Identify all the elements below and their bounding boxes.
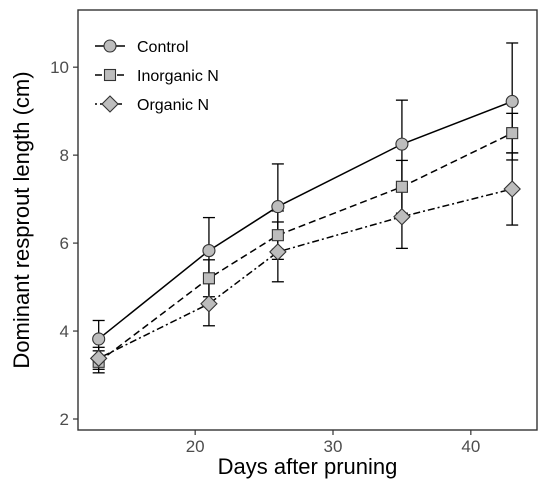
point-control [202,244,216,258]
legend: Control Inorganic N Organic N [95,39,219,114]
point-inorganic-n [202,272,215,285]
legend-marker-inorganic-n [103,68,117,82]
point-control [505,94,519,109]
error-bars [92,42,519,374]
point-organic-n [89,349,108,368]
legend-entry-inorganic-n: Inorganic N [95,68,219,85]
point-control [271,200,285,214]
y-axis-title: Dominant resprout length (cm) [9,71,34,368]
series-line-organic-n [98,188,513,359]
series-lines [98,100,513,363]
axis-ticks: 2 4 6 8 10 20 30 40 [50,58,480,456]
series-line-control [98,100,513,340]
legend-symbol-circle [103,39,117,53]
y-tick-label: 8 [60,146,69,165]
y-tick-label: 6 [60,234,69,253]
legend-entry-organic-n: Organic N [95,95,209,114]
point-control [395,137,409,151]
point-organic-n [200,295,218,313]
legend-entry-control: Control [95,39,189,56]
legend-marker-control [103,39,117,53]
series-line-inorganic-n [98,132,513,363]
point-control [92,332,106,346]
x-axis-title: Days after pruning [218,454,398,479]
y-tick-label: 2 [60,410,69,429]
x-tick-label: 40 [461,437,480,456]
legend-label-organic-n: Organic N [137,97,209,114]
series-markers [89,94,521,368]
legend-label-control: Control [137,39,189,56]
plot-panel-border [77,9,538,431]
x-tick-label: 20 [186,437,205,456]
legend-symbol-square [103,68,117,82]
point-inorganic-n [395,180,408,193]
y-tick-label: 4 [60,322,69,341]
point-inorganic-n [271,229,284,242]
point-organic-n [393,207,411,226]
legend-marker-organic-n [101,95,119,113]
point-organic-n [269,243,287,261]
legend-label-inorganic-n: Inorganic N [137,68,219,85]
point-organic-n [503,180,521,198]
y-tick-label: 10 [50,58,69,77]
legend-symbol-diamond [101,95,119,113]
x-tick-label: 30 [324,437,343,456]
point-inorganic-n [506,127,519,140]
